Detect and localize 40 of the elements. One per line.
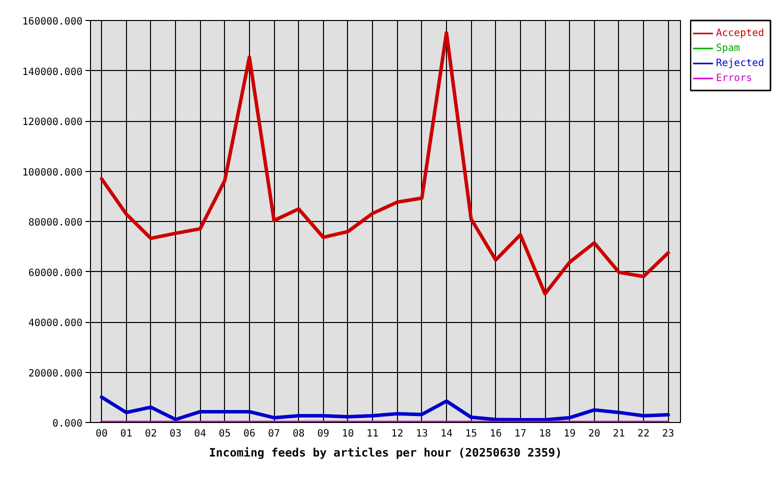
x-tick-label: 19 <box>564 428 576 440</box>
x-tick-label: 15 <box>465 428 478 440</box>
y-tick-label: 80000.000 <box>28 218 83 228</box>
x-tick-label: 04 <box>194 428 206 440</box>
x-tick-label: 01 <box>120 428 132 440</box>
x-tick-label: 16 <box>490 428 502 440</box>
y-tick-label: 100000.000 <box>22 167 83 178</box>
x-tick-label: 17 <box>514 428 526 440</box>
x-tick-label: 21 <box>612 428 625 440</box>
y-tick-label: 120000.000 <box>22 117 83 128</box>
x-tick-label: 23 <box>662 428 674 440</box>
x-tick-label: 11 <box>366 428 379 440</box>
y-tick-label: 20000.000 <box>28 368 83 380</box>
y-tick-label: 140000.000 <box>22 66 83 78</box>
legend-label: Rejected <box>716 56 764 70</box>
x-tick-label: 12 <box>391 428 404 440</box>
legend-label: Accepted <box>716 26 764 40</box>
x-axis-title: Incoming feeds by articles per hour (20250630 2359) <box>208 446 562 460</box>
x-tick-label: 07 <box>268 428 280 440</box>
y-tick-label: 40000.000 <box>28 318 83 329</box>
x-tick-label: 05 <box>218 428 231 440</box>
x-tick-label: 18 <box>538 428 552 440</box>
y-tick-label: 160000.000 <box>22 16 83 28</box>
line-series <box>100 395 670 422</box>
x-tick-label: 13 <box>416 428 428 440</box>
x-tick-label: 08 <box>292 428 305 440</box>
x-tick-label: 20 <box>588 428 600 440</box>
x-tick-label: 02 <box>144 428 157 440</box>
y-tick-label: 0.000 <box>52 418 83 430</box>
x-tick-label: 03 <box>169 428 182 440</box>
line-series <box>100 31 670 296</box>
legend-label: Errors <box>716 72 752 85</box>
x-tick-label: 09 <box>317 428 330 440</box>
legend-label: Spam <box>716 42 740 55</box>
x-tick-label: 00 <box>96 428 108 440</box>
x-tick-label: 14 <box>440 428 452 440</box>
x-tick-label: 06 <box>243 428 256 440</box>
x-tick-label: 22 <box>638 428 650 440</box>
x-tick-label: 10 <box>342 428 354 440</box>
y-tick-label: 60000.000 <box>28 268 83 279</box>
